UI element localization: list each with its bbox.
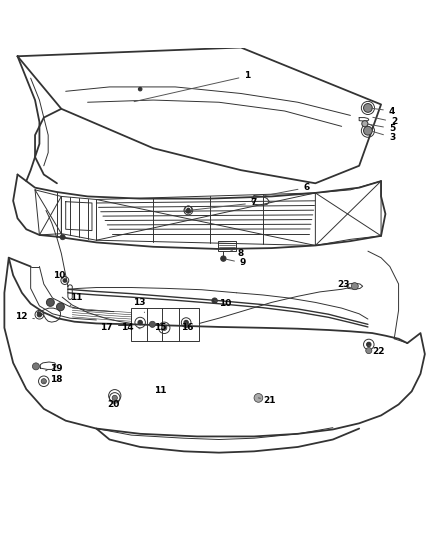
Circle shape — [187, 208, 190, 211]
Text: 10: 10 — [215, 299, 232, 308]
Text: 23: 23 — [338, 279, 350, 288]
Circle shape — [254, 393, 263, 402]
Text: 16: 16 — [181, 322, 194, 332]
Circle shape — [367, 342, 371, 346]
Bar — [131, 308, 199, 341]
Circle shape — [364, 103, 372, 112]
Circle shape — [364, 126, 372, 135]
Text: 14: 14 — [121, 324, 140, 332]
Circle shape — [112, 395, 117, 400]
Circle shape — [186, 209, 191, 213]
Circle shape — [138, 320, 142, 325]
Circle shape — [362, 120, 368, 127]
Circle shape — [184, 320, 188, 325]
Text: 6: 6 — [263, 183, 310, 196]
Text: 1: 1 — [134, 71, 251, 102]
Circle shape — [149, 321, 155, 327]
Text: 9: 9 — [226, 259, 246, 268]
Text: 20: 20 — [107, 400, 119, 409]
Circle shape — [351, 282, 358, 290]
Circle shape — [41, 378, 46, 384]
Text: 7: 7 — [191, 198, 257, 210]
Circle shape — [212, 298, 217, 303]
Text: 12: 12 — [15, 312, 35, 321]
Circle shape — [60, 235, 65, 240]
Circle shape — [162, 325, 167, 330]
Text: 3: 3 — [373, 132, 395, 142]
Text: 2: 2 — [373, 117, 397, 126]
Text: 22: 22 — [369, 345, 385, 357]
Circle shape — [46, 298, 54, 306]
Text: 4: 4 — [371, 107, 395, 116]
Text: 19: 19 — [46, 364, 62, 373]
Bar — [218, 241, 236, 251]
Text: 17: 17 — [100, 320, 114, 332]
Circle shape — [221, 256, 226, 261]
Text: 21: 21 — [258, 395, 276, 405]
Circle shape — [138, 87, 142, 91]
Text: 11: 11 — [154, 385, 166, 394]
Text: 13: 13 — [133, 298, 145, 312]
Circle shape — [32, 363, 39, 370]
Text: 8: 8 — [230, 249, 244, 258]
Circle shape — [63, 279, 67, 282]
Circle shape — [57, 303, 64, 311]
Text: 15: 15 — [154, 324, 166, 332]
Circle shape — [366, 348, 372, 354]
Text: 11: 11 — [70, 293, 83, 306]
Circle shape — [37, 312, 42, 317]
Text: 18: 18 — [44, 375, 62, 384]
Text: 10: 10 — [53, 271, 65, 280]
Text: 5: 5 — [371, 124, 395, 133]
